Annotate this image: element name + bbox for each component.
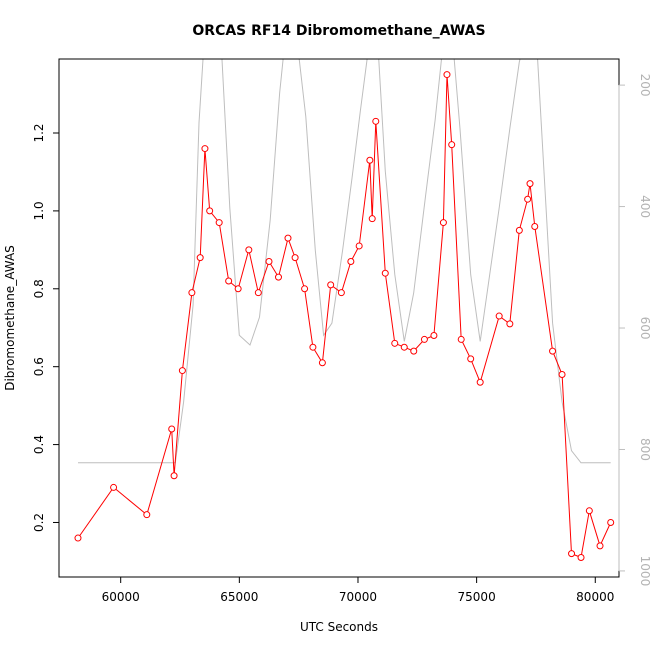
data-point [531, 222, 539, 230]
data-point [400, 343, 408, 351]
y2-tick-label: 200 [638, 74, 650, 97]
data-point [206, 207, 214, 215]
data-point [420, 335, 428, 343]
data-point [410, 347, 418, 355]
data-point [448, 141, 456, 149]
data-point [439, 219, 447, 227]
y-tick-label: 0.8 [32, 279, 46, 298]
data-point [201, 145, 209, 153]
data-point [577, 554, 585, 562]
data-point [168, 425, 176, 433]
data-point [443, 71, 451, 79]
data-point [585, 507, 593, 515]
data-point [549, 347, 557, 355]
data-point [337, 289, 345, 297]
data-point [596, 542, 604, 550]
data-point [291, 254, 299, 262]
data-point [526, 180, 534, 188]
data-point [254, 289, 262, 297]
data-point [74, 534, 82, 542]
data-point [347, 258, 355, 266]
data-point [215, 219, 223, 227]
x-tick-label: 70000 [339, 590, 377, 604]
data-point [495, 312, 503, 320]
series-line-right [78, 59, 611, 464]
plot-frame [58, 58, 620, 578]
x-axis-label: UTC Seconds [300, 620, 378, 634]
data-point [558, 370, 566, 378]
y2-tick-label: 400 [638, 195, 650, 218]
data-point [225, 277, 233, 285]
data-point [568, 550, 576, 558]
data-point [476, 378, 484, 386]
data-point [284, 234, 292, 242]
data-point [265, 258, 273, 266]
data-point [391, 339, 399, 347]
data-point [327, 281, 335, 289]
data-point [506, 320, 514, 328]
y2-tick-label: 1000 [638, 556, 650, 587]
data-point [355, 242, 363, 250]
data-point [170, 472, 178, 480]
data-point [372, 117, 380, 125]
data-point [318, 359, 326, 367]
y-tick-label: 1.2 [32, 123, 46, 142]
data-point [524, 195, 532, 203]
chart-title: ORCAS RF14 Dibromomethane_AWAS [192, 23, 485, 39]
y-tick-label: 0.6 [32, 357, 46, 376]
data-point [178, 367, 186, 375]
y-tick-label: 0.4 [32, 435, 46, 454]
data-point [381, 269, 389, 277]
y2-tick-label: 600 [638, 317, 650, 340]
data-point [274, 273, 282, 281]
data-point [368, 215, 376, 223]
plot-area [74, 59, 615, 562]
data-point [234, 285, 242, 293]
x-tick-label: 60000 [102, 590, 140, 604]
data-point [467, 355, 475, 363]
data-point [309, 343, 317, 351]
y-tick-label: 1.0 [32, 201, 46, 220]
y-axis-label: Dibromomethane_AWAS [3, 245, 17, 391]
x-tick-label: 65000 [220, 590, 258, 604]
series-line-left [77, 74, 612, 559]
data-point [607, 518, 615, 526]
data-point [143, 511, 151, 519]
data-point [110, 483, 118, 491]
y2-tick-label: 800 [638, 438, 650, 461]
data-point [430, 332, 438, 340]
data-point [245, 246, 253, 254]
data-point [196, 254, 204, 262]
data-point [366, 156, 374, 164]
data-point [188, 289, 196, 297]
y-tick-label: 0.2 [32, 513, 46, 532]
x-tick-label: 80000 [576, 590, 614, 604]
data-point [457, 335, 465, 343]
data-point [301, 285, 309, 293]
data-point [515, 226, 523, 234]
x-tick-label: 75000 [458, 590, 496, 604]
